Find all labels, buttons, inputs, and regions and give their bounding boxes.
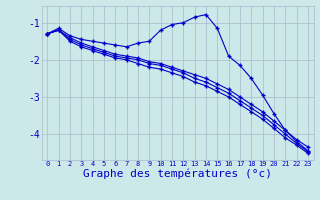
- X-axis label: Graphe des températures (°c): Graphe des températures (°c): [83, 169, 272, 179]
